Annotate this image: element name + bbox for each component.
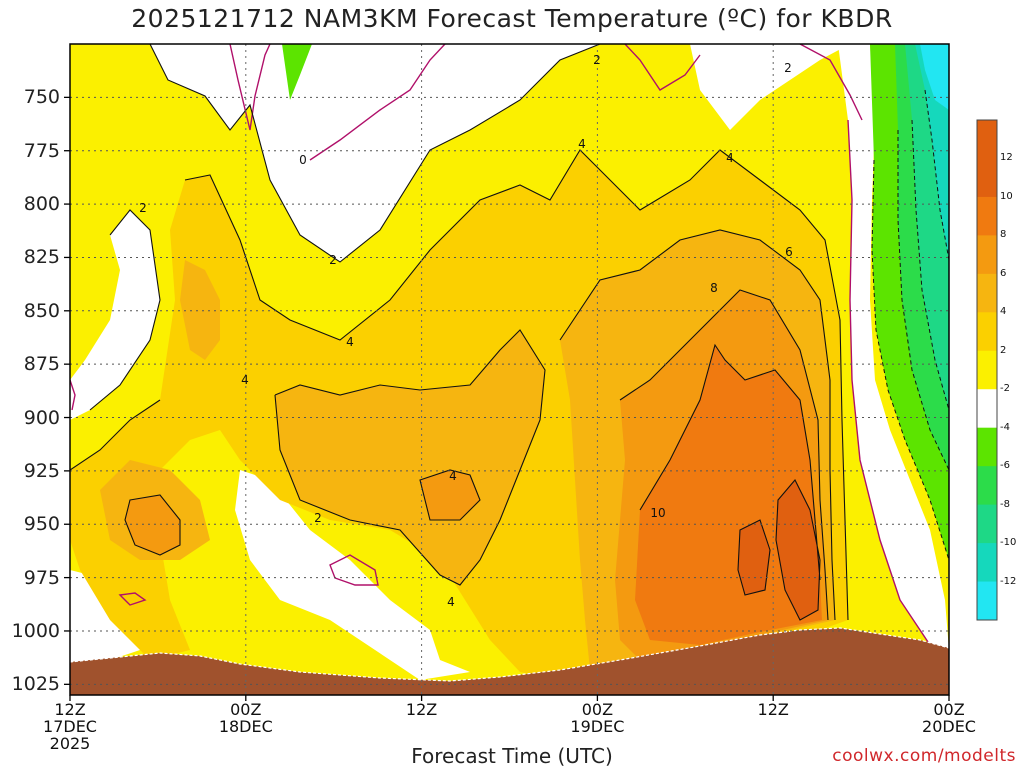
contour-label: 4 xyxy=(578,137,586,151)
contour-label: 4 xyxy=(447,595,455,609)
contour-label: 8 xyxy=(710,281,718,295)
colorbar-tick-label: -4 xyxy=(1000,421,1010,433)
x-tick-label: 20DEC xyxy=(922,717,976,736)
colorbar-tick-label: 2 xyxy=(1000,344,1007,356)
contour-labels: 0 2 2 2 2 2 4 4 4 4 4 4 6 8 10 xyxy=(139,53,793,609)
colorbar-tick-label: 8 xyxy=(1000,229,1007,241)
colorbar-tick-label: -6 xyxy=(1000,460,1010,472)
colorbar-tick-label: 6 xyxy=(1000,267,1007,279)
contour-label: 2 xyxy=(314,511,322,525)
y-tick-label: 750 xyxy=(23,86,60,109)
y-tick-label: 775 xyxy=(23,139,60,162)
y-tick-label: 850 xyxy=(23,299,60,322)
y-tick-label: 1025 xyxy=(11,673,60,696)
colorbar-swatch xyxy=(977,350,997,390)
y-tick-label: 925 xyxy=(23,459,60,482)
grid xyxy=(70,44,949,695)
band-near-zero-left xyxy=(70,210,160,420)
contour-label: 2 xyxy=(593,53,601,67)
x-tick-label: 12Z xyxy=(54,700,86,719)
colorbar-tick-label: -12 xyxy=(1000,575,1017,587)
x-tick-label: 19DEC xyxy=(570,717,625,736)
colorbar-frame xyxy=(976,119,998,621)
contour-label: 2 xyxy=(329,253,337,267)
x-tick-label: 2025 xyxy=(49,734,91,753)
contour-label: 10 xyxy=(650,506,665,520)
colorbar-swatch xyxy=(977,312,997,352)
band-minus10-to-minus12 xyxy=(920,44,949,110)
colorbar-tick-label: 4 xyxy=(1000,306,1007,318)
colorbar-swatch xyxy=(977,196,997,236)
y-tick-label: 1000 xyxy=(11,619,60,642)
x-tick-label: 17DEC xyxy=(43,717,97,736)
x-tick-label: 00Z xyxy=(581,700,614,719)
contour-zero-right xyxy=(847,119,931,646)
contour-label: 4 xyxy=(726,151,734,165)
colorbar-swatch xyxy=(977,235,997,275)
colorbar-swatch xyxy=(977,504,997,544)
contour-positive xyxy=(70,44,849,621)
plot-frame xyxy=(69,43,950,696)
y-tick-label: 950 xyxy=(23,513,60,536)
colorbar-swatch xyxy=(977,158,997,198)
contour-label: 2 xyxy=(139,201,147,215)
y-tick-label: 900 xyxy=(23,406,60,429)
colorbar-tick-label: 12 xyxy=(1000,152,1013,164)
colorbar-tick-label: -2 xyxy=(1000,383,1010,395)
contour-label: 4 xyxy=(241,373,249,387)
colorbar-swatch xyxy=(977,389,997,429)
band-near-zero-top xyxy=(100,44,850,262)
chart-title: 2025121712 NAM3KM Forecast Temperature (… xyxy=(131,4,893,33)
colorbar-swatch xyxy=(977,581,997,621)
credit-text: coolwx.com/modelts xyxy=(832,746,1016,766)
contour-label: 4 xyxy=(449,469,457,483)
contour-label: 4 xyxy=(346,335,354,349)
contour-negative-dashed xyxy=(871,89,949,561)
band-minus2-small-top xyxy=(282,44,312,100)
terrain-edge xyxy=(70,627,949,682)
contour-zero-left xyxy=(70,379,76,411)
y-tick-label: 875 xyxy=(23,353,60,376)
x-tick-label: 00Z xyxy=(230,700,262,719)
colorbar-swatch xyxy=(977,427,997,467)
y-tick-label: 975 xyxy=(23,566,60,589)
colorbar-swatch xyxy=(977,273,997,313)
x-tick-label: 18DEC xyxy=(218,717,273,736)
contour-label: 2 xyxy=(784,61,792,75)
band-near-zero-mid xyxy=(235,470,470,680)
colorbar xyxy=(976,119,998,621)
colorbar-tick-label: -8 xyxy=(1000,498,1010,510)
x-tick-label: 12Z xyxy=(757,700,789,719)
colorbar-tick-label: 10 xyxy=(1000,190,1013,202)
y-tick-label: 825 xyxy=(23,246,60,269)
colorbar-swatch xyxy=(977,543,997,583)
x-tick-label: 00Z xyxy=(933,700,965,719)
axis-ticks xyxy=(64,96,950,701)
x-tick-label: 12Z xyxy=(405,700,438,719)
contour-label: 0 xyxy=(299,153,307,167)
x-axis-title: Forecast Time (UTC) xyxy=(411,744,613,768)
terrain xyxy=(70,628,949,695)
colorbar-tick-label: -10 xyxy=(1000,537,1017,549)
contour-label: 6 xyxy=(785,245,793,259)
colorbar-swatch xyxy=(977,120,997,159)
band-10-to-12 xyxy=(635,345,822,645)
colorbar-swatch xyxy=(977,466,997,506)
band-12-plus xyxy=(738,480,820,620)
band-near-zero-right xyxy=(838,44,949,650)
y-tick-label: 800 xyxy=(23,193,60,216)
